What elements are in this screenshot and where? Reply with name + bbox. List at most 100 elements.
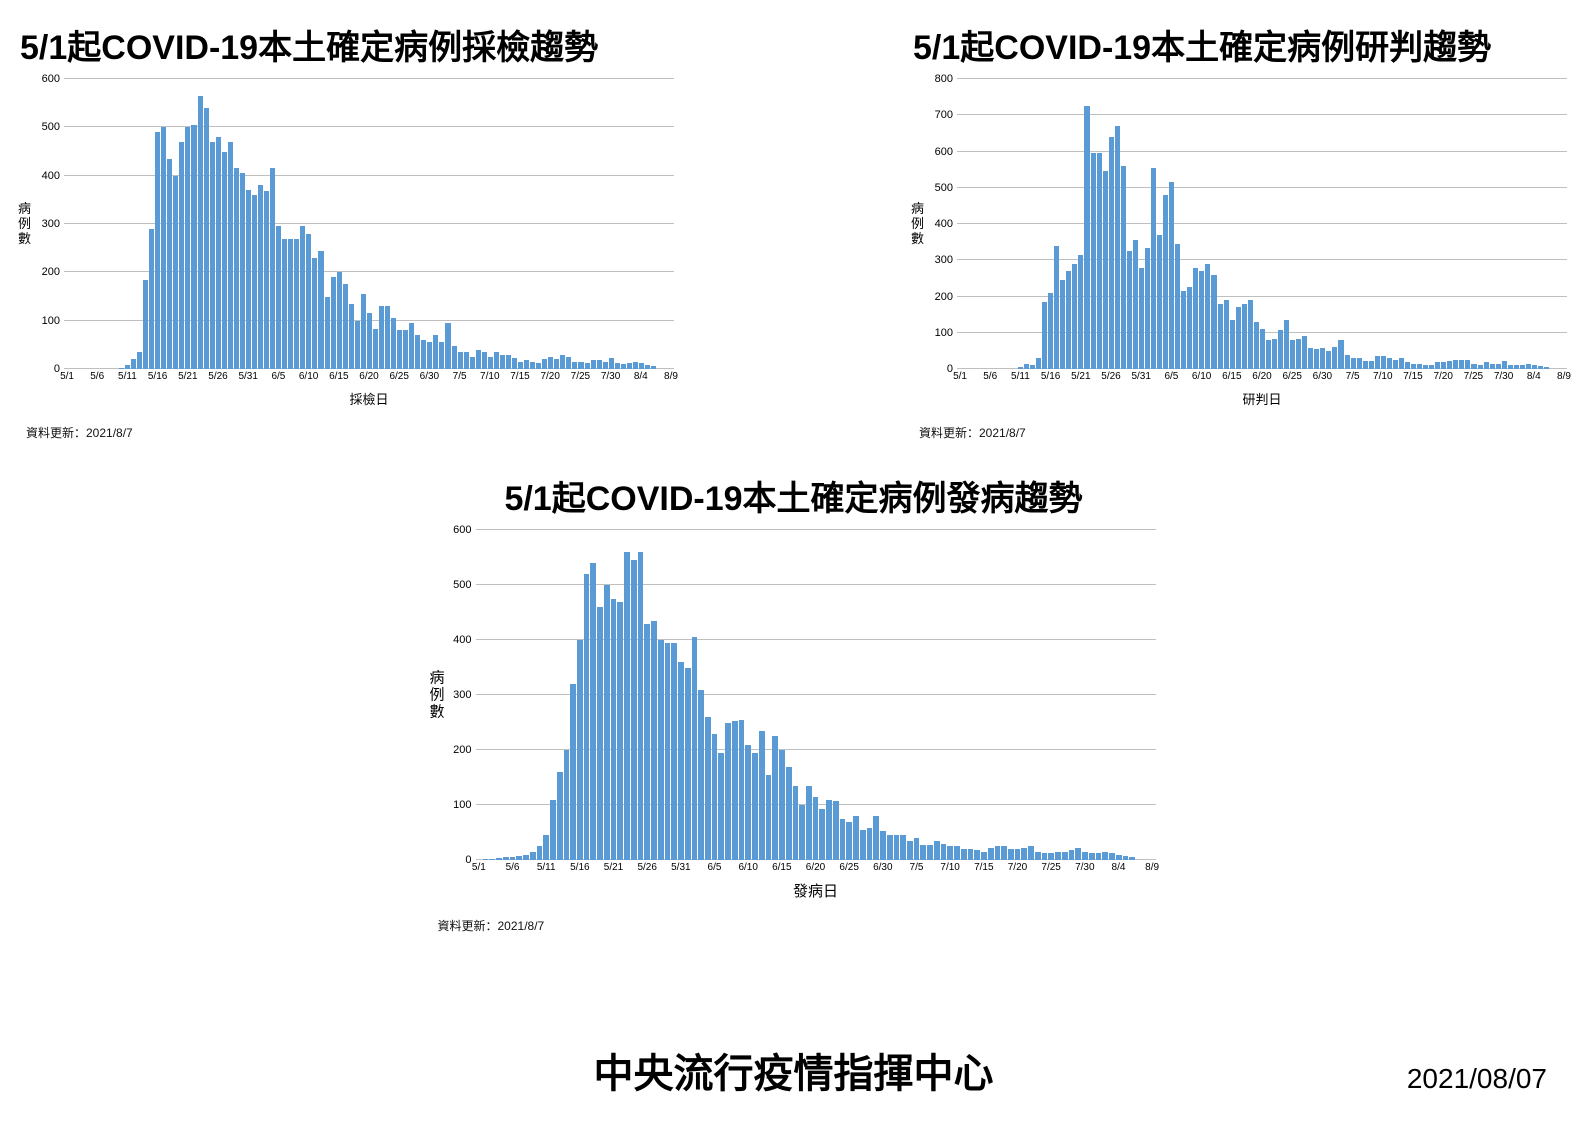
bar — [1097, 153, 1102, 369]
x-tick: 8/9 — [1557, 371, 1571, 382]
bar — [934, 841, 940, 860]
bar — [1248, 300, 1253, 369]
bar — [1109, 853, 1115, 860]
bar — [482, 352, 487, 369]
bar — [149, 229, 154, 369]
y-tick: 500 — [26, 121, 60, 133]
bar — [786, 767, 792, 861]
bar — [361, 294, 366, 369]
bar — [185, 127, 190, 369]
bar — [131, 359, 136, 369]
bar — [1266, 340, 1271, 369]
bar — [1320, 348, 1325, 369]
bar — [1078, 255, 1083, 369]
bar — [1129, 857, 1135, 860]
bar — [173, 176, 178, 369]
bar — [678, 662, 684, 860]
x-tick: 8/9 — [664, 371, 678, 382]
bar — [234, 168, 239, 369]
x-tick: 7/20 — [1433, 371, 1452, 382]
y-tick: 300 — [438, 689, 472, 701]
bar — [1242, 304, 1247, 369]
bar — [1375, 356, 1380, 369]
bar — [179, 142, 184, 369]
bar — [1538, 366, 1543, 369]
bar — [627, 363, 632, 369]
bar — [1381, 356, 1386, 369]
bar — [421, 340, 426, 369]
bar — [228, 142, 233, 369]
plot-area: 01002003004005006005/15/65/115/165/215/2… — [476, 530, 1156, 860]
x-tick: 6/20 — [806, 862, 825, 873]
bar — [204, 108, 209, 369]
y-tick: 0 — [26, 363, 60, 375]
bar — [1205, 264, 1210, 369]
bar — [530, 362, 535, 369]
bar — [1417, 364, 1422, 369]
bar — [1072, 264, 1077, 369]
x-tick: 7/5 — [1346, 371, 1360, 382]
bar — [651, 621, 657, 860]
bar — [1508, 365, 1513, 369]
bar — [1042, 302, 1047, 369]
bar — [1187, 287, 1192, 369]
bar — [379, 306, 384, 369]
bar — [318, 251, 323, 369]
bar — [1084, 106, 1089, 369]
bar — [560, 355, 565, 369]
bar — [1054, 246, 1059, 369]
bar — [452, 346, 457, 369]
x-tick: 6/5 — [708, 862, 722, 873]
y-tick: 400 — [438, 634, 472, 646]
chart-wrap: 病例數01002003004005006005/15/65/115/165/21… — [64, 79, 674, 369]
bar — [988, 848, 994, 860]
bar — [685, 668, 691, 861]
bar — [604, 585, 610, 860]
bar — [1218, 304, 1223, 369]
x-tick: 5/21 — [178, 371, 197, 382]
x-tick: 7/30 — [1075, 862, 1094, 873]
chart-title: 5/1起COVID-19本土確定病例研判趨勢 — [913, 20, 1567, 69]
bar — [603, 362, 608, 369]
x-tick: 5/21 — [1071, 371, 1090, 382]
bar — [1471, 364, 1476, 369]
bar — [516, 856, 522, 860]
bar — [1387, 358, 1392, 369]
x-tick: 5/31 — [238, 371, 257, 382]
bar — [1018, 367, 1023, 369]
bar — [246, 190, 251, 369]
bar — [644, 624, 650, 861]
bar — [615, 363, 620, 369]
x-tick: 7/15 — [974, 862, 993, 873]
bar — [1163, 195, 1168, 369]
x-tick: 5/6 — [983, 371, 997, 382]
y-tick: 100 — [26, 315, 60, 327]
x-tick: 6/5 — [1164, 371, 1178, 382]
bar — [819, 809, 825, 860]
bar — [537, 846, 543, 860]
y-tick: 300 — [26, 218, 60, 230]
bar — [1224, 300, 1229, 369]
bar — [125, 365, 130, 369]
bar — [1484, 362, 1489, 369]
bar — [1332, 347, 1337, 369]
bar — [609, 358, 614, 369]
bar — [1423, 365, 1428, 369]
bar — [1116, 855, 1122, 861]
bar — [1151, 168, 1156, 369]
bar — [1363, 361, 1368, 369]
bar — [1544, 367, 1549, 369]
update-note: 資料更新：2021/8/7 — [438, 917, 1156, 934]
bar — [591, 360, 596, 369]
x-tick: 5/16 — [148, 371, 167, 382]
bars-container — [64, 79, 674, 369]
bar — [403, 330, 408, 369]
bar — [752, 753, 758, 860]
bar — [833, 801, 839, 860]
update-note: 資料更新：2021/8/7 — [26, 424, 674, 441]
y-tick: 200 — [438, 744, 472, 756]
x-tick: 5/6 — [90, 371, 104, 382]
x-tick: 6/15 — [772, 862, 791, 873]
bar — [772, 736, 778, 860]
x-tick: 5/21 — [604, 862, 623, 873]
